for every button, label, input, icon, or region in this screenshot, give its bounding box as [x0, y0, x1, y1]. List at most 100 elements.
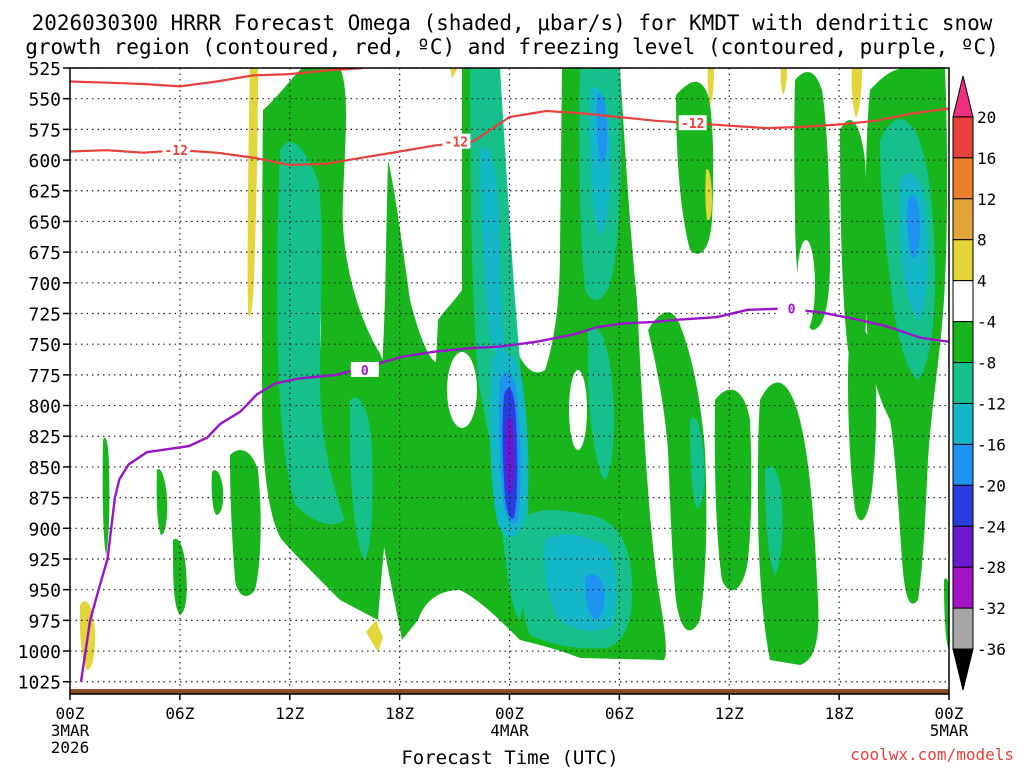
x-tick-label: 12Z: [275, 704, 304, 723]
x-tick-date-label: 3MAR: [51, 721, 90, 740]
x-tick-label: 18Z: [385, 704, 414, 723]
y-tick-label: 950: [28, 581, 61, 602]
y-tick-label: 600: [28, 151, 61, 172]
y-tick-label: 525: [28, 59, 61, 80]
x-tick-label: 12Z: [715, 704, 744, 723]
colorbar: 20 16 12 8 4 -4 -8 -12 -16 -20 -24 -28 -32 -36: [952, 75, 1006, 691]
y-tick-label: 625: [28, 182, 61, 203]
y-tick-label: 725: [28, 304, 61, 325]
dgz-contour-label: -12: [445, 136, 468, 151]
x-tick-year-label: 2026: [51, 738, 90, 757]
y-tick-label: 1025: [18, 673, 61, 694]
dgz-lower-contour: [70, 107, 949, 167]
colorbar-label: 16: [977, 149, 996, 168]
colorbar-label: -8: [977, 354, 996, 373]
omega-green-area: [944, 578, 949, 650]
y-tick-label: 975: [28, 611, 61, 632]
colorbar-label: -12: [977, 394, 1006, 413]
omega-green-area: [758, 382, 819, 665]
y-tick-label: 825: [28, 427, 61, 448]
terrain-surface: [70, 689, 949, 694]
omega-blue-area: [596, 93, 608, 164]
colorbar-swatch: [952, 566, 974, 609]
omega-yellow-area: [707, 68, 714, 105]
freezing-level-label-bg: [777, 300, 806, 316]
x-tick-label: 06Z: [605, 704, 634, 723]
x-tick-label: 00Z: [935, 704, 964, 723]
y-tick-label: 800: [28, 397, 61, 418]
y-tick-label: 850: [28, 458, 61, 479]
omega-yellow-area: [450, 68, 457, 78]
colorbar-label: -28: [977, 558, 1006, 577]
omega-hole: [447, 352, 477, 428]
colorbar-swatch: [952, 362, 974, 404]
omega-green-area: [840, 120, 868, 367]
dgz-contour-label-bg: [442, 133, 471, 149]
y-tick-label: 875: [28, 489, 61, 510]
y-tick-label: 1000: [18, 642, 61, 663]
dgz-contour-label: -12: [164, 144, 187, 159]
colorbar-label: 4: [977, 272, 987, 291]
colorbar-swatch: [952, 239, 974, 282]
colorbar-swatch: [952, 116, 974, 159]
omega-blue-area: [585, 574, 605, 620]
omega-yellow-area: [366, 620, 383, 652]
omega-hole: [569, 370, 587, 450]
colorbar-label: 12: [977, 190, 996, 209]
y-tick-label: 700: [28, 274, 61, 295]
omega-teal-area: [277, 141, 345, 525]
x-tick-label: 00Z: [495, 704, 524, 723]
colorbar-swatch: [952, 402, 974, 445]
colorbar-label: -36: [977, 640, 1006, 659]
omega-green-area: [848, 326, 877, 521]
colorbar-swatch: [952, 321, 974, 364]
chart-title-line2: growth region (contoured, red, ºC) and f…: [25, 35, 999, 59]
omega-teal-area: [690, 417, 705, 509]
freezing-level-label-bg: [350, 361, 379, 377]
colorbar-label: 20: [977, 108, 996, 127]
colorbar-label: -20: [977, 476, 1006, 495]
colorbar-label: 8: [977, 231, 987, 250]
omega-yellow-area: [247, 68, 258, 317]
y-tick-label: 550: [28, 90, 61, 111]
y-tick-label: 925: [28, 550, 61, 571]
omega-hole: [797, 240, 815, 330]
omega-purple-core: [506, 416, 515, 494]
colorbar-swatch: [952, 525, 974, 568]
x-tick-label: 00Z: [56, 704, 85, 723]
omega-yellow-area: [780, 68, 787, 95]
colorbar-label: -32: [977, 599, 1006, 618]
omega-green-area: [156, 469, 168, 535]
colorbar-swatch: [952, 607, 974, 650]
omega-shading: [79, 68, 949, 670]
omega-green-area: [173, 538, 187, 615]
omega-green-area: [714, 389, 752, 591]
x-axis-title: Forecast Time (UTC): [401, 747, 618, 768]
x-tick-date-label: 5MAR: [930, 721, 969, 740]
colorbar-swatch: [952, 198, 974, 241]
omega-green-area: [648, 312, 707, 631]
colorbar-swatch: [952, 280, 974, 323]
colorbar-top-triangle: [952, 75, 974, 118]
y-tick-label: 775: [28, 366, 61, 387]
freezing-level-label: 0: [788, 303, 796, 318]
colorbar-label: -4: [977, 313, 996, 332]
omega-teal-area: [588, 327, 614, 480]
dgz-contour-label-bg: [162, 142, 191, 158]
omega-cyan-area: [480, 147, 505, 363]
y-tick-label: 575: [28, 120, 61, 141]
omega-blue-area: [907, 195, 921, 259]
colorbar-label: -16: [977, 435, 1006, 454]
colorbar-swatch: [952, 484, 974, 527]
omega-yellow-area: [851, 68, 862, 118]
x-tick-label: 18Z: [825, 704, 854, 723]
colorbar-bottom-triangle: [952, 648, 974, 691]
colorbar-swatch: [952, 443, 974, 486]
omega-yellow-area: [705, 169, 712, 221]
dgz-upper-contour: [70, 68, 364, 88]
x-tick-date-label: 4MAR: [490, 721, 529, 740]
credit-text[interactable]: coolwx.com/models: [850, 745, 1014, 764]
y-tick-label: 750: [28, 335, 61, 356]
x-tick-label: 06Z: [165, 704, 194, 723]
